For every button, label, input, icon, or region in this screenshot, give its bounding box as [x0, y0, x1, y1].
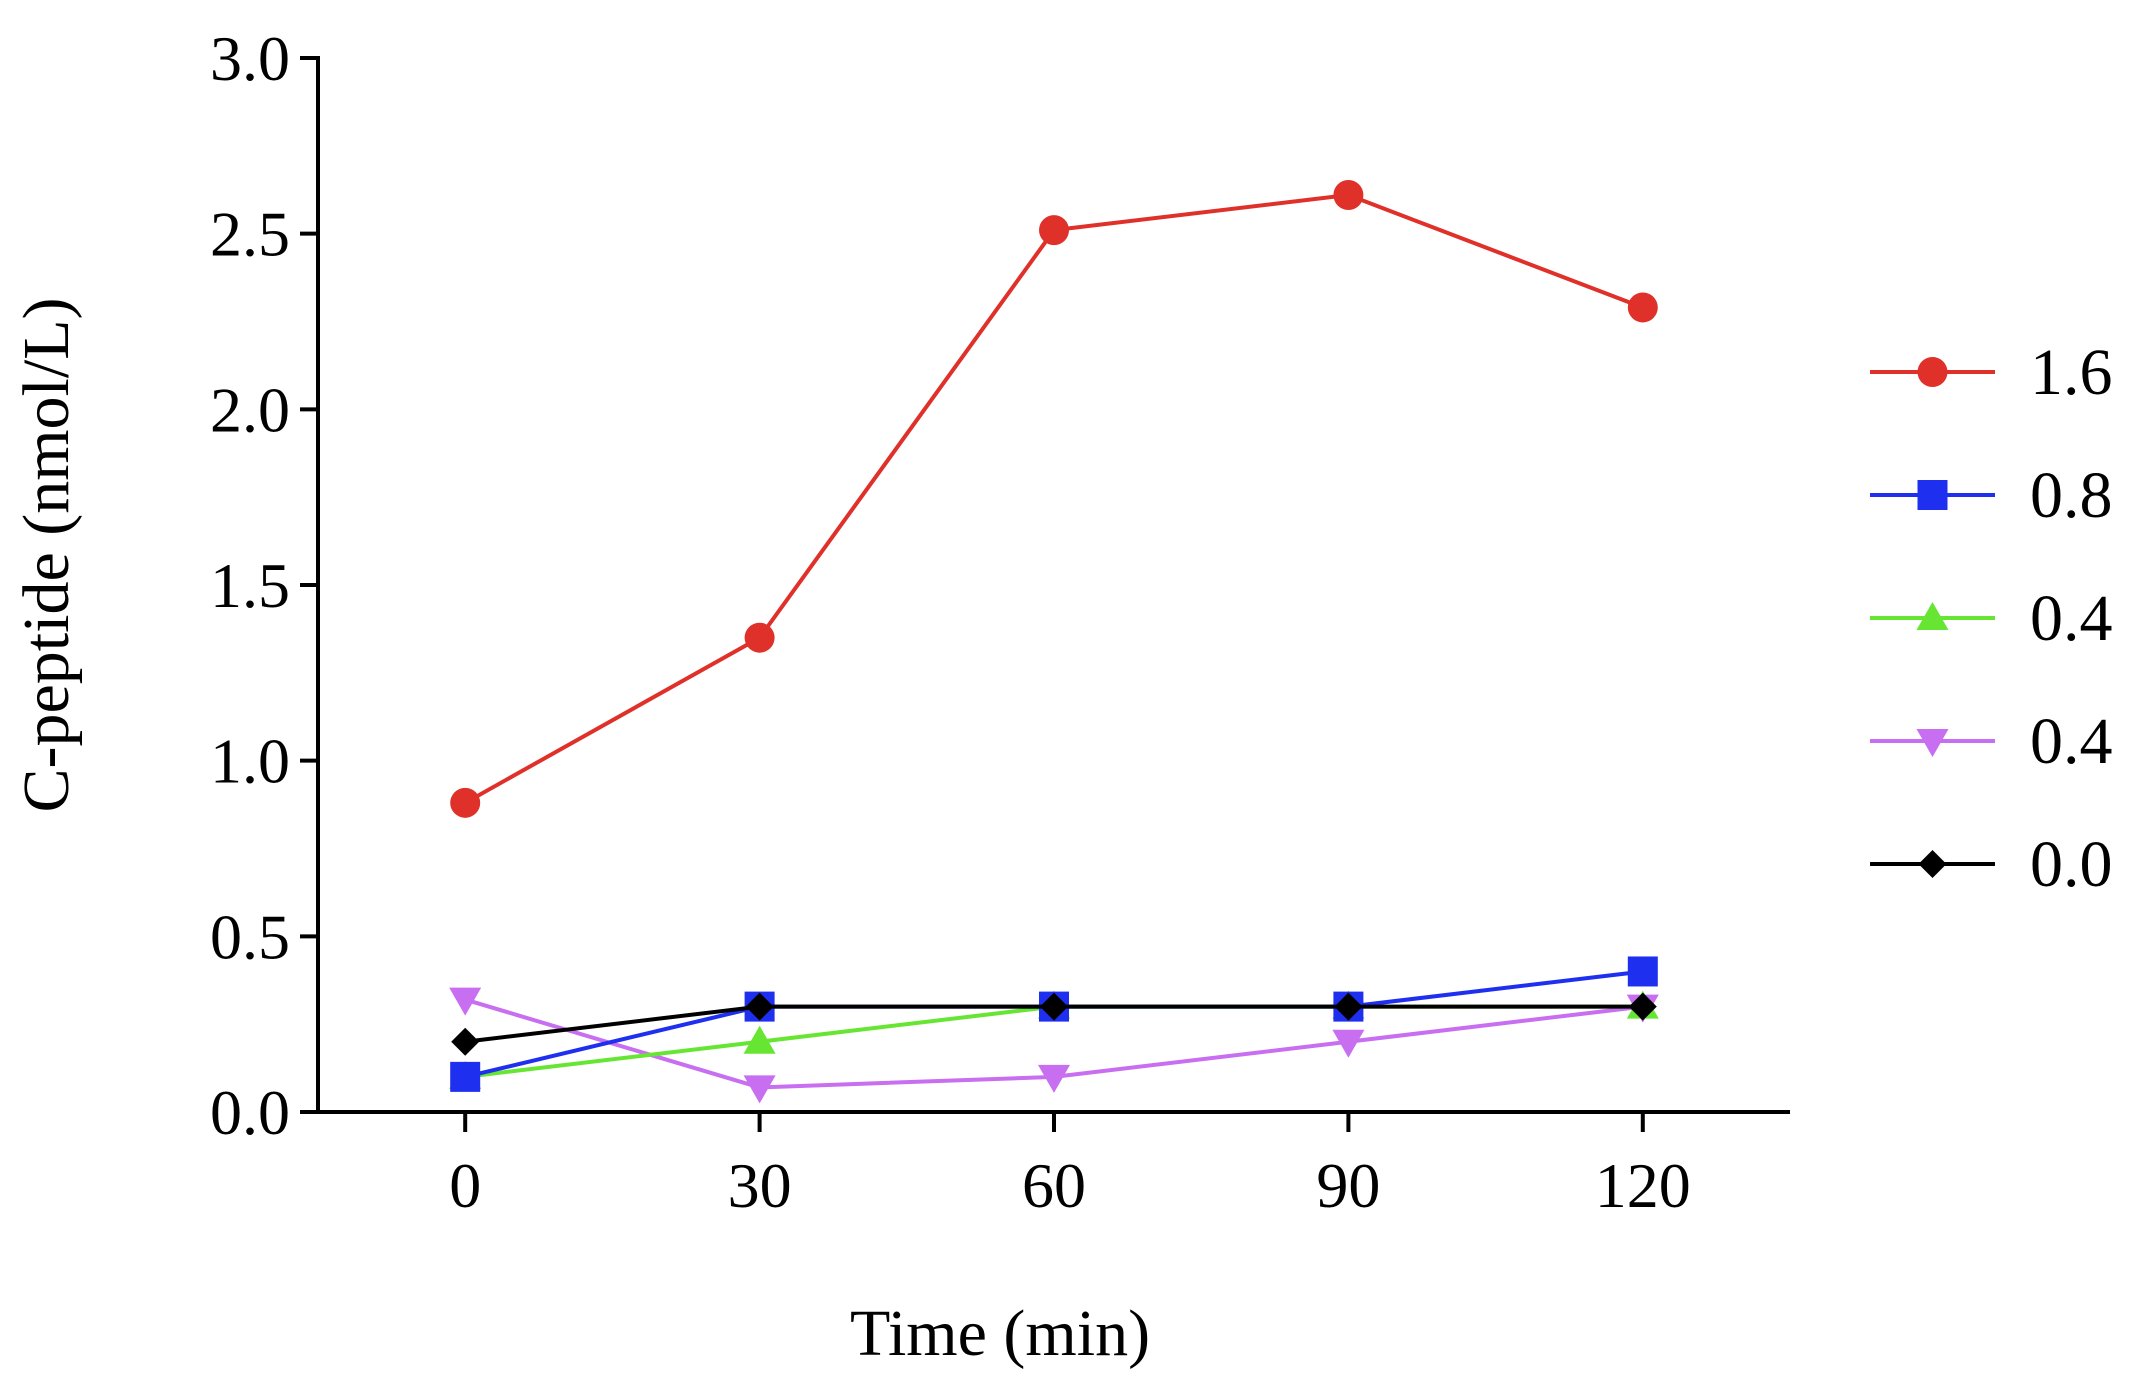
- data-point: [745, 992, 774, 1021]
- y-tick-label: 2.5: [210, 199, 290, 270]
- legend-label: 1.6: [2030, 336, 2113, 409]
- data-point: [1334, 992, 1363, 1021]
- legend-label: 0.4: [2030, 705, 2113, 778]
- data-point: [450, 1061, 481, 1092]
- series-line: [464, 193, 1644, 805]
- legend-marker: [1916, 729, 1949, 757]
- series-5: [451, 992, 1657, 1056]
- legend-item: 0.0: [1870, 828, 2113, 901]
- data-point: [743, 1075, 776, 1104]
- legend-marker: [1918, 850, 1947, 878]
- data-point: [744, 622, 775, 653]
- data-point: [451, 1027, 480, 1056]
- x-tick-label: 0: [449, 1150, 481, 1221]
- legend-label: 0.8: [2030, 459, 2113, 532]
- legend-label: 0.0: [2030, 828, 2113, 901]
- legend-item: 0.4: [1870, 705, 2113, 778]
- y-tick-label: 0.5: [210, 901, 290, 972]
- axes: 0.0 0.5 1.0 1.5 2.0 2.5 3.0 0 30 60 90 120: [210, 23, 1790, 1221]
- legend-label: 0.4: [2030, 582, 2113, 655]
- data-point: [1039, 215, 1069, 246]
- series-4: [449, 987, 1659, 1104]
- series-1: [450, 180, 1658, 818]
- data-point: [1038, 1064, 1070, 1093]
- data-point: [1628, 992, 1657, 1021]
- legend-item: 0.8: [1870, 459, 2113, 532]
- legend: 1.6 0.8 0.4 0.4 0.0: [1870, 336, 2113, 901]
- series-line: [464, 969, 1644, 1079]
- legend-item: 0.4: [1870, 582, 2113, 655]
- x-tick-label: 120: [1595, 1150, 1691, 1221]
- x-tick-label: 60: [1022, 1150, 1086, 1221]
- y-tick-label: 3.0: [210, 23, 290, 94]
- y-axis-title: C-peptide (nmol/L): [10, 297, 83, 812]
- y-tick-label: 1.0: [210, 726, 290, 797]
- legend-item: 1.6: [1870, 336, 2113, 409]
- data-point: [449, 987, 482, 1016]
- data-point: [743, 1025, 776, 1054]
- data-point: [1333, 180, 1364, 211]
- legend-marker: [1917, 357, 1948, 387]
- series-layer: [449, 180, 1659, 1104]
- data-point: [1627, 292, 1658, 323]
- data-point: [1627, 956, 1658, 987]
- data-point: [1332, 1029, 1365, 1058]
- y-tick-label: 0.0: [210, 1077, 290, 1148]
- y-tick-label: 1.5: [210, 550, 290, 621]
- legend-marker: [1916, 602, 1949, 630]
- data-point: [450, 787, 481, 818]
- legend-marker: [1917, 480, 1948, 510]
- y-tick-label: 2.0: [210, 374, 290, 445]
- x-axis-title: Time (min): [850, 1297, 1150, 1370]
- data-point: [1040, 992, 1068, 1021]
- x-tick-label: 30: [728, 1150, 792, 1221]
- x-tick-label: 90: [1316, 1150, 1380, 1221]
